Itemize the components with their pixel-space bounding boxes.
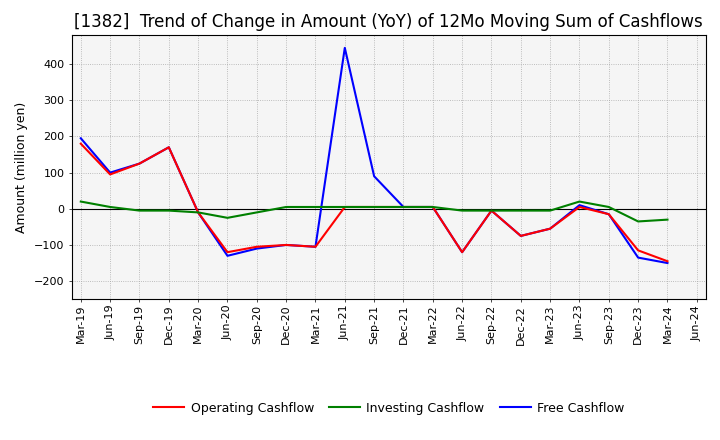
Legend: Operating Cashflow, Investing Cashflow, Free Cashflow: Operating Cashflow, Investing Cashflow, …: [148, 397, 629, 420]
Investing Cashflow: [605, 204, 613, 209]
Investing Cashflow: [135, 208, 144, 213]
Operating Cashflow: [370, 204, 379, 209]
Free Cashflow: [487, 208, 496, 213]
Y-axis label: Amount (million yen): Amount (million yen): [15, 102, 28, 233]
Operating Cashflow: [399, 204, 408, 209]
Free Cashflow: [194, 210, 202, 215]
Investing Cashflow: [370, 204, 379, 209]
Free Cashflow: [428, 204, 437, 209]
Investing Cashflow: [253, 210, 261, 215]
Free Cashflow: [106, 170, 114, 175]
Operating Cashflow: [458, 249, 467, 255]
Investing Cashflow: [458, 208, 467, 213]
Free Cashflow: [76, 136, 85, 141]
Investing Cashflow: [634, 219, 642, 224]
Free Cashflow: [458, 249, 467, 255]
Investing Cashflow: [106, 204, 114, 209]
Free Cashflow: [399, 204, 408, 209]
Free Cashflow: [634, 255, 642, 260]
Operating Cashflow: [546, 226, 554, 231]
Line: Free Cashflow: Free Cashflow: [81, 48, 667, 263]
Operating Cashflow: [605, 212, 613, 217]
Operating Cashflow: [106, 172, 114, 177]
Investing Cashflow: [76, 199, 85, 204]
Free Cashflow: [135, 161, 144, 166]
Investing Cashflow: [428, 204, 437, 209]
Free Cashflow: [663, 260, 672, 266]
Free Cashflow: [546, 226, 554, 231]
Operating Cashflow: [428, 204, 437, 209]
Free Cashflow: [516, 233, 525, 238]
Free Cashflow: [311, 244, 320, 249]
Free Cashflow: [223, 253, 232, 258]
Operating Cashflow: [76, 141, 85, 147]
Investing Cashflow: [516, 208, 525, 213]
Investing Cashflow: [164, 208, 173, 213]
Operating Cashflow: [575, 204, 584, 209]
Line: Operating Cashflow: Operating Cashflow: [81, 144, 667, 261]
Free Cashflow: [164, 145, 173, 150]
Operating Cashflow: [311, 244, 320, 249]
Operating Cashflow: [135, 161, 144, 166]
Investing Cashflow: [575, 199, 584, 204]
Free Cashflow: [605, 212, 613, 217]
Free Cashflow: [370, 174, 379, 179]
Free Cashflow: [282, 242, 290, 248]
Operating Cashflow: [282, 242, 290, 248]
Operating Cashflow: [164, 145, 173, 150]
Investing Cashflow: [194, 210, 202, 215]
Operating Cashflow: [487, 208, 496, 213]
Operating Cashflow: [663, 259, 672, 264]
Investing Cashflow: [487, 208, 496, 213]
Operating Cashflow: [341, 204, 349, 209]
Investing Cashflow: [311, 204, 320, 209]
Line: Investing Cashflow: Investing Cashflow: [81, 202, 667, 221]
Free Cashflow: [575, 202, 584, 208]
Investing Cashflow: [399, 204, 408, 209]
Operating Cashflow: [194, 210, 202, 215]
Free Cashflow: [341, 45, 349, 51]
Operating Cashflow: [253, 244, 261, 249]
Operating Cashflow: [223, 249, 232, 255]
Operating Cashflow: [516, 233, 525, 238]
Title: [1382]  Trend of Change in Amount (YoY) of 12Mo Moving Sum of Cashflows: [1382] Trend of Change in Amount (YoY) o…: [74, 13, 703, 31]
Investing Cashflow: [223, 215, 232, 220]
Investing Cashflow: [663, 217, 672, 222]
Free Cashflow: [253, 246, 261, 251]
Investing Cashflow: [546, 208, 554, 213]
Operating Cashflow: [634, 248, 642, 253]
Investing Cashflow: [341, 204, 349, 209]
Investing Cashflow: [282, 204, 290, 209]
